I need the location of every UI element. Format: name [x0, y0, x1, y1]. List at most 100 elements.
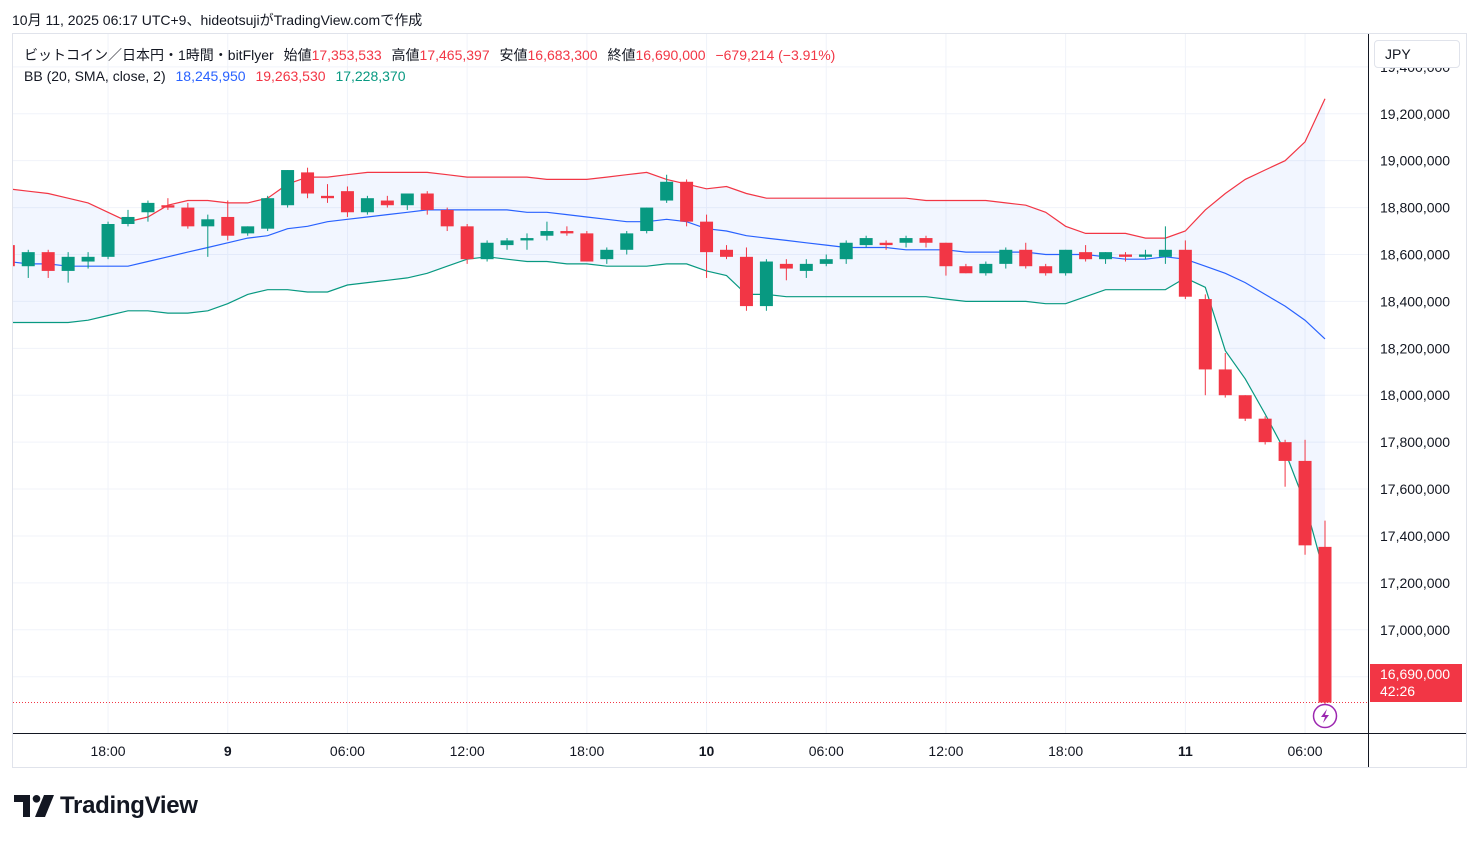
x-tick-label: 9 — [224, 743, 232, 759]
candle — [759, 259, 773, 311]
candle — [261, 195, 275, 232]
candle-body — [460, 226, 474, 260]
chart-overlay — [13, 702, 1368, 729]
candle-body — [1079, 252, 1093, 260]
candle-body — [1039, 266, 1053, 274]
candle — [1119, 252, 1132, 262]
y-tick-label: 17,400,000 — [1380, 528, 1450, 544]
candle-body — [420, 193, 434, 210]
x-tick-label: 18:00 — [91, 743, 126, 759]
candle-body — [121, 216, 135, 224]
candle — [979, 261, 993, 276]
bb-lower-line — [13, 256, 1326, 577]
candle — [1059, 249, 1073, 276]
x-tick-label: 11 — [1178, 743, 1193, 759]
candle — [13, 245, 15, 267]
x-tick-label: 06:00 — [1288, 743, 1323, 759]
candle — [580, 231, 594, 262]
bollinger-bands — [13, 98, 1326, 577]
bb-lower-value: 17,228,370 — [335, 68, 406, 84]
candle-body — [21, 252, 35, 267]
close-value: 16,690,000 — [635, 47, 706, 63]
candle — [859, 235, 873, 248]
candle-body — [201, 219, 215, 227]
candle — [201, 214, 215, 257]
candle-body — [839, 242, 853, 260]
chart-caption: 10月 11, 2025 06:17 UTC+9、hideotsujiがTrad… — [12, 12, 423, 28]
bb-label[interactable]: BB (20, SMA, close, 2) — [24, 68, 166, 84]
chart-frame[interactable] — [12, 33, 1467, 768]
y-tick-label: 18,600,000 — [1380, 246, 1450, 262]
last-price-tag: 16,690,000 42:26 — [1370, 664, 1462, 702]
tradingview-logo[interactable]: TradingView — [14, 792, 198, 820]
candle — [440, 207, 454, 232]
candle-body — [340, 191, 354, 213]
tradingview-logo-icon — [14, 795, 54, 817]
legend-bb-row: BB (20, SMA, close, 2) 18,245,950 19,263… — [24, 66, 835, 87]
candle-body — [600, 249, 614, 260]
candle-body — [141, 202, 155, 213]
candle-body — [1099, 252, 1113, 260]
y-tick-label: 19,200,000 — [1380, 106, 1450, 122]
symbol-label[interactable]: ビットコイン／日本円・1時間・bitFlyer — [24, 47, 274, 63]
candle — [1158, 226, 1172, 264]
candle-body — [41, 252, 55, 271]
x-tick-label: 12:00 — [928, 743, 963, 759]
candle-body — [979, 263, 993, 274]
candle-body — [101, 223, 115, 257]
candle — [301, 167, 315, 199]
candle — [61, 252, 75, 283]
bb-basis-value: 18,245,950 — [175, 68, 246, 84]
candle-body — [261, 198, 275, 229]
bb-upper-value: 19,263,530 — [255, 68, 326, 84]
candle — [1298, 439, 1312, 555]
x-tick-label: 12:00 — [450, 743, 485, 759]
candle-body — [879, 242, 893, 246]
y-tick-label: 18,000,000 — [1380, 387, 1450, 403]
candle — [141, 200, 155, 222]
candle — [720, 245, 733, 260]
candle-body — [939, 242, 953, 267]
candle — [1198, 294, 1212, 396]
candle-body — [520, 238, 534, 241]
candle-body — [799, 263, 813, 271]
lightning-bolt-icon — [1321, 709, 1329, 723]
candle-body — [779, 263, 793, 269]
x-tick-label: 10 — [699, 743, 715, 759]
candle-body — [380, 200, 394, 206]
candle — [1039, 263, 1053, 276]
candle — [999, 247, 1013, 269]
x-tick-label: 18:00 — [569, 743, 604, 759]
candle-body — [680, 181, 694, 222]
y-tick-label: 17,600,000 — [1380, 481, 1450, 497]
high-value: 17,465,397 — [419, 47, 490, 63]
candle-body — [1178, 249, 1192, 297]
candle — [779, 259, 793, 281]
candle — [161, 198, 175, 210]
y-tick-label: 19,000,000 — [1380, 153, 1450, 169]
candle-body — [480, 242, 494, 260]
y-tick-label: 17,200,000 — [1380, 575, 1450, 591]
candle — [560, 226, 574, 236]
candle — [839, 240, 853, 264]
candle-body — [500, 240, 514, 246]
candle-body — [241, 226, 255, 234]
candle-body — [360, 198, 374, 213]
candle-body — [620, 233, 634, 250]
candle-body — [81, 256, 95, 262]
candle — [819, 254, 833, 267]
candle — [460, 223, 474, 264]
chart-legend: ビットコイン／日本円・1時間・bitFlyer 始値17,353,533 高値1… — [24, 45, 835, 87]
candle — [799, 259, 813, 278]
candle — [600, 247, 614, 264]
candle-body — [13, 245, 15, 267]
candle — [1218, 353, 1232, 398]
y-tick-label: 18,200,000 — [1380, 340, 1450, 356]
candle — [101, 221, 115, 260]
open-value: 17,353,533 — [311, 47, 382, 63]
candle-body — [560, 231, 574, 234]
candle-body — [1258, 418, 1272, 443]
currency-selector[interactable]: JPY — [1374, 40, 1460, 68]
legend-ohlc-row: ビットコイン／日本円・1時間・bitFlyer 始値17,353,533 高値1… — [24, 45, 835, 66]
